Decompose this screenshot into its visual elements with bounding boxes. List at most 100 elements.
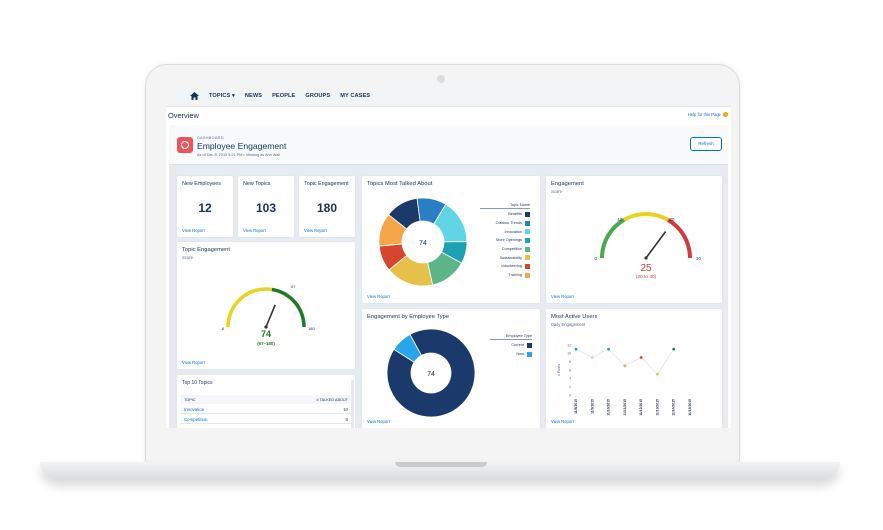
dashboard-subtitle: As of Dec 8, 2015 9:21 PM • Viewing as A… bbox=[197, 153, 281, 157]
view-report-link[interactable]: View Report bbox=[367, 419, 390, 424]
topic-engagement-gauge: -8 67 180 74 bbox=[220, 284, 315, 339]
topic-legend-item[interactable]: Innovation bbox=[480, 227, 530, 236]
topic-legend-item[interactable]: Competition bbox=[480, 245, 530, 254]
y-tick-label: 4 bbox=[569, 377, 571, 381]
view-report-link[interactable]: View Report bbox=[551, 294, 574, 299]
legend-swatch bbox=[525, 246, 530, 252]
legend-swatch bbox=[525, 255, 530, 261]
table-row[interactable]: Innovation 10 bbox=[180, 405, 352, 414]
y-tick-label: 12 bbox=[567, 343, 571, 347]
topic-legend-item[interactable]: Store Openings bbox=[480, 236, 530, 245]
topic-legend-item[interactable]: Sustainability bbox=[480, 253, 530, 262]
view-report-link[interactable]: View Report bbox=[367, 294, 390, 299]
dashboard-area: DASHBOARD Employee Engagement As of Dec … bbox=[169, 125, 728, 428]
metric-title: Topic Engagement bbox=[304, 181, 349, 187]
nav-topics[interactable]: TOPICS ▾ bbox=[209, 93, 235, 99]
employee-type-slice[interactable] bbox=[393, 333, 422, 363]
gauge-tick-label: 20 bbox=[670, 217, 675, 222]
legend-title: Topic Name bbox=[480, 203, 530, 209]
top-nav: TOPICS ▾ NEWS PEOPLE GROUPS MY CASES bbox=[166, 86, 731, 107]
topic-legend-item[interactable]: Volunteering bbox=[480, 262, 530, 271]
donut-center-value: 74 bbox=[419, 240, 427, 247]
card-subtitle: Score bbox=[551, 189, 562, 194]
card-title: Engagement bbox=[551, 181, 584, 187]
view-report-link[interactable]: View Report bbox=[304, 228, 327, 233]
scrollbar[interactable] bbox=[351, 380, 354, 428]
metric-card-new-topics: New Topics 103 View Report bbox=[238, 176, 294, 237]
gauge-needle bbox=[265, 304, 276, 328]
nav-groups[interactable]: GROUPS bbox=[305, 93, 331, 99]
gauge-tick-label: 30 bbox=[696, 256, 701, 261]
metric-value: 103 bbox=[255, 201, 277, 215]
legend-title: Employee Type bbox=[490, 334, 532, 340]
legend-label: New bbox=[516, 352, 524, 357]
topic-legend-item[interactable]: Benefits bbox=[480, 210, 530, 219]
help-label[interactable]: Help for this Page bbox=[687, 112, 721, 117]
topics-legend: Topic Name Benefits Outdoor Trends Innovat… bbox=[480, 203, 530, 280]
y-tick-label: 10 bbox=[567, 352, 571, 356]
gauge-band-green bbox=[271, 287, 306, 328]
data-point[interactable] bbox=[639, 356, 643, 359]
view-report-link[interactable]: View Report bbox=[182, 360, 205, 365]
metric-title: New Topics bbox=[243, 181, 271, 187]
table-row[interactable]: Competition 8 bbox=[180, 415, 352, 424]
card-title: Topics Most Talked About bbox=[367, 181, 433, 187]
top-topics-card: Top 10 Topics TOPIC # TALKED ABOUT Innov… bbox=[177, 375, 355, 428]
gauge-value: 25 bbox=[640, 263, 652, 274]
home-icon[interactable] bbox=[190, 92, 199, 100]
data-point[interactable] bbox=[607, 347, 610, 351]
x-tick-label: 11/14/2015 bbox=[672, 399, 676, 416]
y-tick-label: 2 bbox=[569, 385, 571, 389]
legend-label: Sustainability bbox=[499, 255, 522, 260]
employee-type-card: Engagement by Employee Type 74 Employee … bbox=[362, 309, 540, 428]
col-topic: TOPIC bbox=[184, 397, 196, 402]
app-screen: TOPICS ▾ NEWS PEOPLE GROUPS MY CASES Ove… bbox=[166, 86, 731, 428]
engagement-gauge: 0 10 20 30 25 (20 to 30) bbox=[595, 212, 701, 280]
topic-engagement-card: Topic Engagement Score -8 67 180 74 (67–… bbox=[177, 242, 355, 369]
topic-legend-item[interactable]: Training bbox=[480, 271, 530, 280]
dashboard-title: Employee Engagement bbox=[197, 141, 287, 151]
gauge-band-yellow bbox=[226, 287, 273, 328]
help-link[interactable]: Help for this Page ? bbox=[688, 112, 728, 117]
x-tick-label: 11/10/2015 bbox=[607, 399, 611, 416]
nav-news[interactable]: NEWS bbox=[244, 93, 263, 99]
x-tick-label: 11/12/2015 bbox=[639, 399, 643, 416]
refresh-button[interactable]: Refresh bbox=[690, 137, 722, 151]
dashboard-label: DASHBOARD bbox=[197, 136, 224, 140]
legend-swatch bbox=[525, 220, 530, 226]
topic-link[interactable]: Competition bbox=[184, 416, 208, 422]
legend-label: Volunteering bbox=[500, 264, 522, 269]
laptop-base bbox=[40, 462, 840, 480]
legend-label: Training bbox=[508, 273, 522, 278]
data-point[interactable] bbox=[574, 347, 578, 351]
data-point[interactable] bbox=[623, 364, 627, 368]
y-axis-label: # Posts bbox=[557, 364, 561, 376]
view-report-link[interactable]: View Report bbox=[182, 228, 205, 233]
active-users-card: Most Active Users Daily Engagement # Pos… bbox=[546, 309, 722, 428]
legend-swatch bbox=[527, 351, 532, 357]
legend-label: Current bbox=[511, 343, 524, 348]
legend-label: Store Openings bbox=[495, 238, 522, 243]
view-report-link[interactable]: View Report bbox=[551, 419, 574, 424]
gauge-mark-label: 67 bbox=[291, 284, 296, 289]
data-point[interactable] bbox=[672, 347, 676, 351]
help-icon[interactable]: ? bbox=[723, 112, 728, 117]
employee-type-slice[interactable] bbox=[386, 328, 476, 418]
employee-type-legend-item[interactable]: Current bbox=[490, 341, 532, 350]
nav-people[interactable]: PEOPLE bbox=[272, 93, 296, 99]
data-point[interactable] bbox=[656, 372, 659, 376]
col-count: # TALKED ABOUT bbox=[316, 397, 348, 402]
topic-link[interactable]: Innovation bbox=[184, 406, 205, 412]
topic-legend-item[interactable]: Outdoor Trends bbox=[480, 219, 530, 228]
x-tick-label: 11/9/2015 bbox=[590, 399, 594, 414]
data-point[interactable] bbox=[590, 356, 594, 359]
topic-slice[interactable] bbox=[378, 214, 408, 247]
nav-my-cases[interactable]: MY CASES bbox=[340, 93, 371, 99]
x-tick-label: 11/13/2015 bbox=[655, 399, 659, 416]
gauge-tick-label: 0 bbox=[595, 256, 598, 261]
view-report-link[interactable]: View Report bbox=[243, 228, 266, 233]
series-line bbox=[575, 348, 674, 375]
legend-label: Outdoor Trends bbox=[495, 221, 522, 226]
employee-type-legend-item[interactable]: New bbox=[490, 350, 532, 359]
dashboard-header: DASHBOARD Employee Engagement As of Dec … bbox=[169, 125, 728, 165]
